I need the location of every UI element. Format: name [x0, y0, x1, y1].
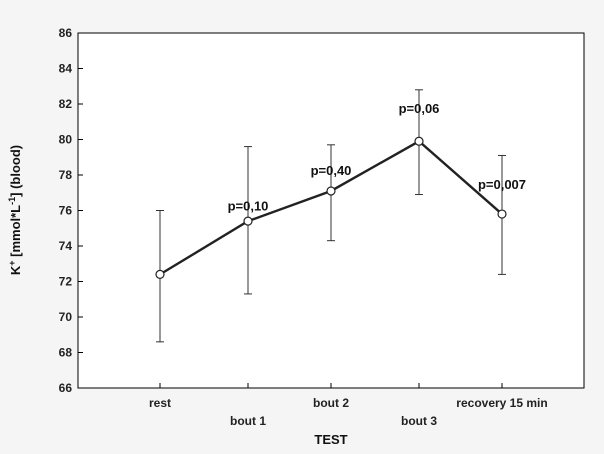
y-tick-label: 82	[59, 97, 73, 111]
x-tick-label: bout 3	[401, 414, 437, 428]
x-axis-title: TEST	[314, 432, 347, 447]
x-tick-label: rest	[149, 396, 171, 410]
data-point	[243, 216, 253, 226]
p-value-annotation: p=0,007	[478, 177, 526, 192]
y-tick-label: 68	[59, 346, 73, 360]
y-tick-label: 80	[59, 133, 73, 147]
y-tick-label: 76	[59, 204, 73, 218]
y-tick-label: 66	[59, 381, 73, 395]
x-axis: rest bout 1 bout 2 bout 3 recovery 15 min	[149, 383, 548, 428]
y-tick-label: 70	[59, 310, 73, 324]
y-tick-label: 72	[59, 275, 73, 289]
y-axis: 66 68 70 72 74 76 78 80 82 84 86	[59, 26, 83, 395]
data-points	[155, 136, 507, 279]
p-value-annotation: p=0,06	[399, 101, 440, 116]
data-point	[155, 269, 165, 279]
x-tick-label: bout 2	[313, 396, 349, 410]
annotations: p=0,10 p=0,40 p=0,06 p=0,007	[228, 101, 526, 214]
data-point	[414, 136, 424, 146]
data-point	[497, 209, 507, 219]
x-tick-label: recovery 15 min	[456, 396, 547, 410]
y-tick-label: 74	[59, 239, 73, 253]
y-tick-label: 84	[59, 62, 73, 76]
p-value-annotation: p=0,40	[311, 163, 352, 178]
y-axis-title: K+ [mmol*L-1] (blood)	[7, 145, 23, 275]
y-tick-label: 86	[59, 26, 73, 40]
x-tick-label: bout 1	[230, 414, 266, 428]
y-tick-label: 78	[59, 168, 73, 182]
p-value-annotation: p=0,10	[228, 199, 269, 214]
data-point	[326, 186, 336, 196]
